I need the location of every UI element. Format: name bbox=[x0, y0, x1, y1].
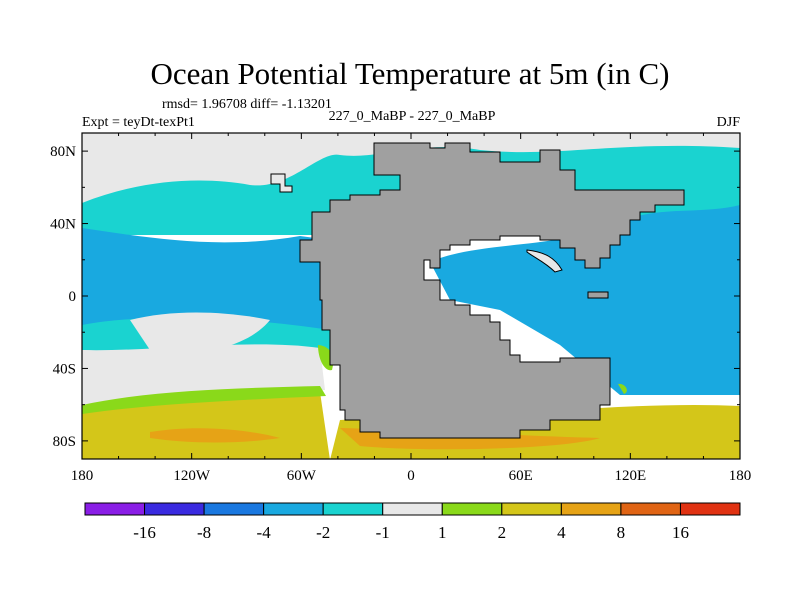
colorbar-swatch bbox=[501, 502, 562, 516]
colorbar-swatch bbox=[144, 502, 205, 516]
colorbar-swatch bbox=[382, 502, 443, 516]
x-tick-label: 60E bbox=[509, 468, 533, 484]
colorbar-label: -2 bbox=[316, 523, 330, 542]
x-tick-label: 180 bbox=[729, 468, 752, 484]
colorbar-label: -1 bbox=[376, 523, 390, 542]
colorbar-swatch bbox=[322, 502, 384, 516]
colorbar-label: 8 bbox=[617, 523, 626, 542]
region-green-band bbox=[82, 386, 326, 414]
region-tropics-east bbox=[430, 205, 740, 345]
comparison-label: 227_0_MaBP - 227_0_MaBP bbox=[329, 109, 496, 124]
colorbar-swatch bbox=[203, 502, 265, 516]
experiment-label: Expt = teyDt-texPt1 bbox=[82, 115, 195, 130]
colorbar-label: -8 bbox=[197, 523, 211, 542]
season-label: DJF bbox=[717, 115, 741, 130]
land-mass bbox=[299, 142, 685, 439]
y-tick-label: 80S bbox=[53, 434, 76, 450]
y-tick-label: 80N bbox=[50, 144, 76, 160]
y-axis: 80N 40N 0 40S 80S bbox=[50, 144, 740, 450]
colorbar-swatch bbox=[679, 502, 741, 516]
land-inset bbox=[526, 249, 563, 273]
colorbar-label: -4 bbox=[257, 523, 272, 542]
colorbar-label: 16 bbox=[672, 523, 689, 542]
colorbar-swatch bbox=[620, 502, 681, 516]
chart-title: Ocean Potential Temperature at 5m (in C) bbox=[151, 56, 670, 91]
colorbar-swatch bbox=[84, 502, 146, 516]
y-tick-label: 40S bbox=[53, 361, 76, 377]
colorbar-label: -16 bbox=[133, 523, 156, 542]
colorbar-swatch bbox=[441, 502, 503, 516]
colorbar-swatch bbox=[263, 502, 324, 516]
y-tick-label: 0 bbox=[69, 289, 77, 305]
colorbar-swatch bbox=[560, 502, 622, 516]
colorbar-label: 4 bbox=[557, 523, 566, 542]
x-tick-label: 0 bbox=[407, 468, 415, 484]
colorbar: -16 -8 -4 -2 -1 1 2 4 8 16 bbox=[84, 502, 741, 542]
x-tick-label: 120W bbox=[173, 468, 211, 484]
x-axis: 180 120W 60W 0 60E 120E 180 bbox=[71, 133, 752, 484]
plot-area bbox=[82, 133, 740, 459]
region-tropics bbox=[82, 228, 330, 338]
region-warm-patch bbox=[150, 428, 600, 450]
x-tick-label: 180 bbox=[71, 468, 94, 484]
x-tick-label: 120E bbox=[614, 468, 646, 484]
land-north-patch bbox=[270, 173, 293, 193]
colorbar-label: 2 bbox=[498, 523, 507, 542]
y-tick-label: 40N bbox=[50, 217, 76, 233]
land-small-island bbox=[587, 291, 609, 299]
colorbar-label: 1 bbox=[438, 523, 447, 542]
stats-text: rmsd= 1.96708 diff= -1.13201 bbox=[162, 97, 332, 112]
x-tick-label: 60W bbox=[287, 468, 317, 484]
region-white-patch bbox=[130, 312, 270, 354]
